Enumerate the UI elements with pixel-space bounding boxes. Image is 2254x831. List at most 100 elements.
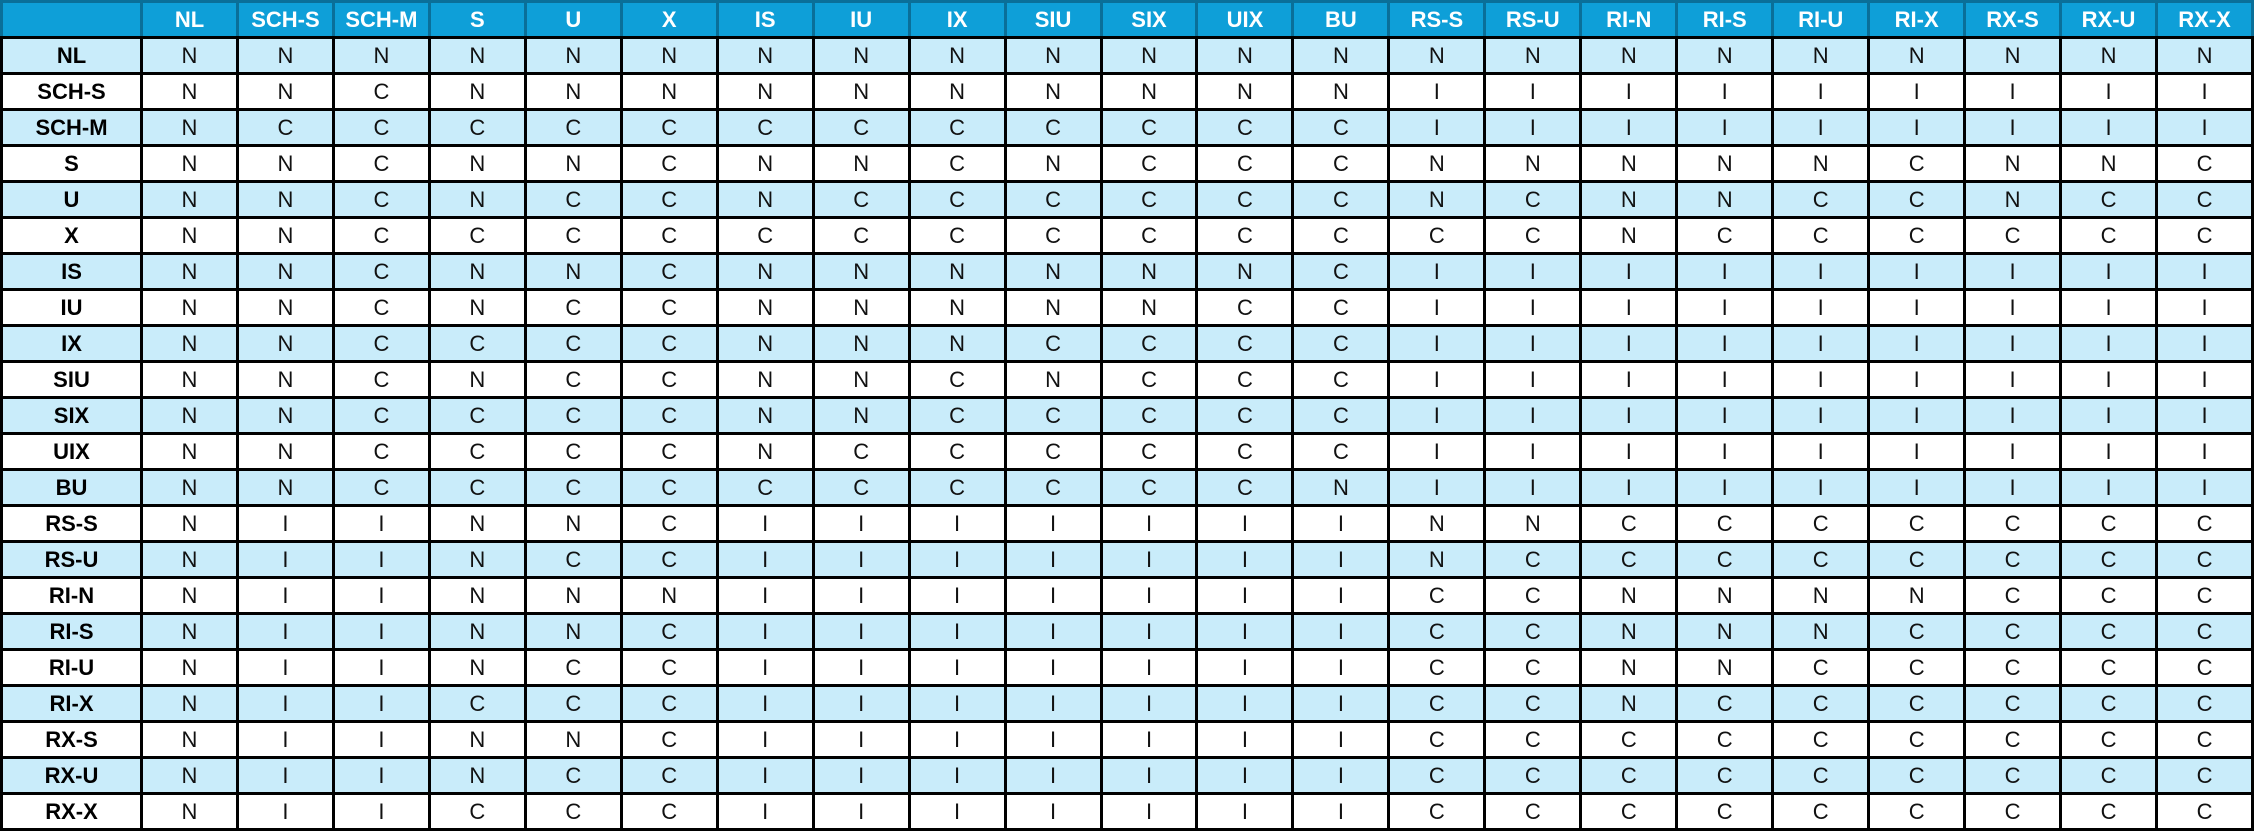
table-row: IS N N C N N C N N N N N N C I I I I I I I I I (0, 252, 2254, 291)
matrix-cell: I (1771, 252, 1871, 291)
matrix-cell: I (811, 792, 911, 831)
row-header: S (0, 144, 143, 183)
matrix-cell: I (2155, 396, 2254, 435)
matrix-cell: I (907, 648, 1007, 687)
matrix-cell: I (331, 504, 431, 543)
matrix-cell: I (907, 576, 1007, 615)
matrix-cell: N (235, 72, 335, 111)
matrix-cell: N (140, 648, 239, 687)
matrix-cell: C (1003, 108, 1103, 147)
table-row: SIU N N C N C C N N C N C C C I I I I I I I I I (0, 360, 2254, 399)
matrix-cell: N (1771, 612, 1871, 651)
matrix-cell: C (1099, 396, 1199, 435)
matrix-cell: C (1195, 144, 1295, 183)
matrix-cell: I (1963, 468, 2063, 507)
matrix-cell: I (1195, 504, 1295, 543)
matrix-cell: N (715, 288, 815, 327)
matrix-cell: C (2059, 720, 2159, 759)
matrix-cell: C (1963, 576, 2063, 615)
matrix-cell: I (1771, 72, 1871, 111)
matrix-cell: C (619, 792, 719, 831)
matrix-cell: N (427, 144, 527, 183)
matrix-cell: C (619, 612, 719, 651)
matrix-cell: C (619, 144, 719, 183)
column-header: RX-U (2059, 0, 2159, 39)
matrix-cell: C (1675, 684, 1775, 723)
matrix-cell: N (1675, 144, 1775, 183)
matrix-cell: C (1963, 648, 2063, 687)
matrix-cell: C (523, 648, 623, 687)
matrix-cell: C (2155, 180, 2254, 219)
matrix-cell: I (907, 756, 1007, 795)
matrix-cell: C (1195, 108, 1295, 147)
matrix-cell: N (2155, 36, 2254, 75)
matrix-cell: C (619, 396, 719, 435)
matrix-cell: I (1867, 72, 1967, 111)
matrix-cell: C (1483, 756, 1583, 795)
matrix-cell: C (427, 684, 527, 723)
matrix-cell: C (811, 468, 911, 507)
matrix-cell: N (235, 432, 335, 471)
matrix-cell: I (1291, 720, 1391, 759)
matrix-cell: I (715, 756, 815, 795)
table-row: RI-X N I I C C C I I I I I I I C C N C C C C C C (0, 684, 2254, 723)
matrix-cell: I (235, 504, 335, 543)
matrix-cell: I (1867, 396, 1967, 435)
matrix-cell: I (811, 684, 911, 723)
matrix-cell: I (1003, 792, 1103, 831)
matrix-cell: C (1867, 720, 1967, 759)
matrix-cell: C (523, 432, 623, 471)
matrix-cell: I (1483, 288, 1583, 327)
matrix-cell: N (235, 144, 335, 183)
matrix-cell: I (715, 612, 815, 651)
matrix-cell: N (140, 504, 239, 543)
matrix-cell: C (1387, 684, 1487, 723)
matrix-cell: I (1579, 72, 1679, 111)
column-header: IU (811, 0, 911, 39)
matrix-cell: I (1195, 756, 1295, 795)
table-row: SCH-S N N C N N N N N N N N N N I I I I I I I I I (0, 72, 2254, 111)
row-header: RI-S (0, 612, 143, 651)
table-row: UIX N N C C C C N C C C C C C I I I I I I I I I (0, 432, 2254, 471)
matrix-cell: C (811, 108, 911, 147)
matrix-cell: N (1387, 504, 1487, 543)
matrix-cell: C (1195, 468, 1295, 507)
table-row: RI-U N I I N C C I I I I I I I C C N N C C C C C (0, 648, 2254, 687)
matrix-cell: N (427, 612, 527, 651)
matrix-cell: N (1483, 144, 1583, 183)
matrix-cell: N (715, 324, 815, 363)
matrix-cell: I (1771, 432, 1871, 471)
matrix-cell: N (1483, 504, 1583, 543)
matrix-cell: I (907, 720, 1007, 759)
row-header: RX-X (0, 792, 143, 831)
matrix-cell: N (1387, 540, 1487, 579)
matrix-cell: C (427, 432, 527, 471)
matrix-cell: N (1771, 144, 1871, 183)
matrix-cell: N (619, 576, 719, 615)
matrix-cell: N (140, 180, 239, 219)
matrix-cell: C (331, 252, 431, 291)
matrix-cell: N (523, 252, 623, 291)
matrix-cell: C (1387, 612, 1487, 651)
matrix-cell: C (2155, 216, 2254, 255)
matrix-cell: C (1771, 648, 1871, 687)
matrix-cell: N (523, 72, 623, 111)
matrix-cell: N (1675, 180, 1775, 219)
matrix-cell: N (715, 396, 815, 435)
matrix-cell: C (715, 468, 815, 507)
matrix-cell: C (1099, 468, 1199, 507)
matrix-cell: I (1963, 72, 2063, 111)
matrix-cell: I (1867, 108, 1967, 147)
matrix-cell: I (1963, 288, 2063, 327)
matrix-cell: N (427, 540, 527, 579)
matrix-cell: N (331, 36, 431, 75)
matrix-cell: C (1291, 108, 1391, 147)
matrix-cell: I (811, 648, 911, 687)
matrix-cell: I (1771, 324, 1871, 363)
matrix-cell: N (1675, 612, 1775, 651)
matrix-cell: N (1579, 144, 1679, 183)
matrix-cell: C (1483, 684, 1583, 723)
matrix-cell: I (2059, 396, 2159, 435)
matrix-cell: N (619, 72, 719, 111)
